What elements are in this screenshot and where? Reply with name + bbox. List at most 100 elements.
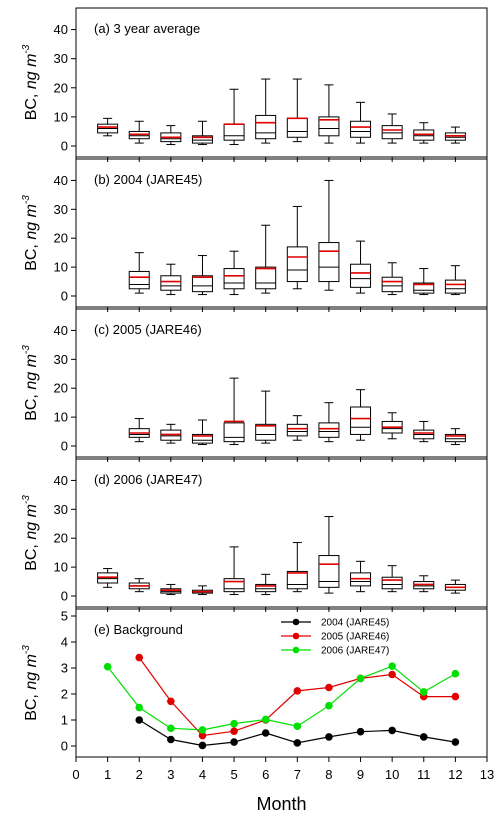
panel-title: (e) Background: [94, 622, 183, 637]
x-tick-label: 12: [448, 767, 462, 782]
box-month-5: [223, 377, 245, 446]
data-point: [325, 733, 333, 741]
data-point: [198, 741, 207, 750]
panel-title: (a) 3 year average: [94, 21, 200, 36]
box-month-3: [160, 125, 182, 146]
x-tick-label: 11: [417, 767, 431, 782]
y-tick-label: 0: [61, 439, 68, 454]
box-month-7: [286, 415, 308, 441]
data-point: [261, 729, 270, 737]
box-month-2: [128, 120, 150, 144]
box-iqr: [318, 242, 340, 283]
box-iqr: [160, 275, 182, 291]
box-month-9: [350, 389, 372, 441]
data-point: [419, 733, 428, 741]
legend-item: 2006 (JARE47): [281, 646, 389, 657]
y-axis-label: BC, ng m-3: [21, 345, 40, 421]
box-iqr: [381, 125, 403, 140]
data-point: [230, 727, 238, 735]
box-iqr: [191, 433, 213, 444]
box-month-2: [128, 578, 150, 593]
box-iqr: [223, 422, 245, 443]
box-month-11: [413, 575, 435, 593]
y-tick-label: 30: [54, 502, 68, 517]
x-tick-label: 3: [167, 767, 174, 782]
y-axis-label-prefix: BC,: [23, 89, 40, 120]
y-tick-label: 20: [54, 381, 68, 396]
data-point: [135, 703, 144, 712]
box-month-6: [255, 573, 277, 596]
data-point: [230, 738, 238, 746]
y-tick-label: 40: [54, 173, 68, 188]
panel-frame: [75, 458, 488, 608]
y-tick-label: 0: [61, 289, 68, 304]
box-iqr: [286, 570, 308, 590]
box-month-5: [223, 546, 245, 596]
data-point: [419, 688, 428, 696]
box-iqr: [255, 266, 277, 290]
box-iqr: [350, 406, 372, 435]
data-point: [167, 697, 175, 706]
panel-b: 0 10 20 30 40 (b) 2004 (JARE45) BC, ng m-3: [21, 158, 488, 312]
x-tick-label: 4: [199, 767, 206, 782]
box-month-12: [444, 265, 466, 296]
box-month-3: [160, 423, 182, 444]
panel-c: 0 10 20 30 40 (c) 2005 (JARE46) BC, ng m-3: [21, 308, 488, 462]
panel-frame: [75, 7, 488, 158]
box-iqr: [286, 423, 308, 437]
box-iqr: [286, 117, 308, 138]
box-iqr: [223, 578, 245, 593]
data-point: [261, 715, 270, 724]
y-tick-label: 30: [54, 202, 68, 217]
data-point: [388, 662, 396, 670]
y-tick-label: 10: [54, 109, 68, 124]
y-axis-label-exponent: -3: [21, 195, 32, 204]
box-month-2: [128, 418, 150, 443]
panel-frame: [75, 158, 488, 308]
x-tick-label: 1: [104, 767, 111, 782]
data-point: [388, 670, 396, 679]
box-month-3: [160, 583, 182, 596]
box-iqr: [381, 276, 403, 293]
data-point: [451, 669, 460, 678]
y-tick-label: 0: [61, 589, 68, 604]
y-axis-label: BC, ng m-3: [21, 495, 40, 571]
box-month-7: [286, 205, 308, 290]
box-month-9: [350, 101, 372, 144]
box-iqr: [191, 275, 213, 293]
y-tick-label: 1: [61, 713, 68, 728]
y-tick-label: 40: [54, 323, 68, 338]
box-month-8: [318, 84, 340, 144]
box-month-10: [381, 262, 403, 296]
box-month-2: [128, 252, 150, 294]
box-month-6: [255, 224, 277, 294]
x-tick-label: 9: [357, 767, 364, 782]
data-point: [135, 653, 144, 662]
data-point: [451, 692, 460, 701]
y-axis-label-exponent: -3: [21, 44, 32, 53]
legend-marker: [292, 632, 300, 640]
box-month-5: [223, 88, 245, 146]
box-iqr: [223, 123, 245, 141]
x-tick-label: 2: [136, 767, 143, 782]
box-month-11: [413, 122, 435, 144]
y-tick-label: 40: [54, 22, 68, 37]
box-month-6: [255, 390, 277, 444]
box-month-4: [191, 419, 213, 446]
box-month-3: [160, 263, 182, 296]
x-tick-label: 8: [325, 767, 332, 782]
box-iqr: [444, 433, 466, 443]
box-iqr: [255, 114, 277, 140]
panel-frame: [75, 308, 488, 458]
y-axis-label-prefix: BC,: [23, 240, 40, 271]
box-month-12: [444, 428, 466, 446]
box-iqr: [444, 279, 466, 294]
y-tick-label: 20: [54, 531, 68, 546]
y-tick-label: 0: [61, 739, 68, 754]
y-axis-label-unit: ng m: [23, 654, 40, 690]
legend-item: 2004 (JARE45): [281, 618, 389, 629]
box-iqr: [413, 282, 435, 294]
box-iqr: [255, 423, 277, 441]
x-tick-label: 0: [72, 767, 79, 782]
